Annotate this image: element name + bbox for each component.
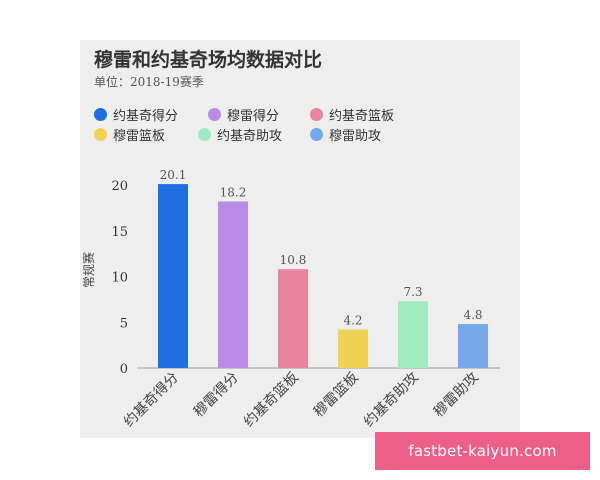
data-label: 18.2: [220, 185, 247, 199]
chart-subtitle: 单位：2018-19赛季: [94, 75, 204, 89]
bars: [158, 184, 488, 368]
legend-item-murray-assists: 穆雷助攻: [310, 125, 382, 144]
data-label: 10.8: [280, 253, 307, 267]
legend-swatch: [94, 107, 107, 121]
bar: [278, 269, 308, 368]
legend-label: 约基奇助攻: [217, 128, 283, 144]
legend-swatch: [208, 107, 221, 121]
data-label: 4.2: [343, 314, 362, 328]
data-label: 4.8: [463, 308, 482, 322]
bar: [398, 301, 428, 368]
y-ticks: 0 5 10 15 20: [111, 179, 128, 377]
x-tick-label: 约基奇篮板: [240, 369, 302, 431]
legend-label: 穆雷篮板: [113, 128, 166, 144]
y-tick-label: 20: [111, 179, 128, 194]
x-tick-label: 约基奇得分: [120, 369, 182, 431]
legend-swatch: [94, 127, 107, 141]
bar: [218, 201, 248, 368]
y-tick-label: 15: [111, 225, 128, 240]
legend-item-jokic-points: 约基奇得分: [94, 105, 179, 124]
x-tick-labels: 约基奇得分 穆雷得分 约基奇篮板 穆雷篮板 约基奇助攻 穆雷助攻: [120, 369, 482, 431]
value-labels: 20.1 18.2 10.8 4.2 7.3 4.8: [160, 168, 483, 327]
legend-swatch: [310, 127, 323, 141]
bar: [158, 184, 188, 368]
legend-label: 约基奇篮板: [329, 108, 395, 124]
legend-swatch: [198, 127, 211, 141]
data-label: 7.3: [403, 285, 422, 299]
legend-label: 穆雷得分: [227, 108, 280, 124]
legend-label: 约基奇得分: [113, 108, 179, 124]
x-tick-label: 穆雷助攻: [431, 370, 482, 421]
y-axis-label: 常规赛: [81, 252, 96, 288]
legend-item-jokic-assists: 约基奇助攻: [198, 125, 283, 144]
legend-item-murray-points: 穆雷得分: [208, 105, 280, 124]
y-tick-label: 0: [120, 362, 128, 377]
x-tick-label: 穆雷篮板: [311, 370, 362, 421]
legend-label: 穆雷助攻: [329, 128, 382, 144]
x-tick-label: 约基奇助攻: [360, 369, 422, 431]
bar: [338, 329, 368, 368]
chart-card: 穆雷和约基奇场均数据对比 单位：2018-19赛季 约基奇得分 穆雷得分 约基奇…: [80, 40, 520, 438]
chart-title: 穆雷和约基奇场均数据对比: [94, 49, 323, 71]
legend-item-jokic-rebounds: 约基奇篮板: [310, 105, 395, 124]
bar-chart: 常规赛 0 5 10 15 20 20.1 18.2 10.8 4.2 7.3 4.8 约基奇得分…: [81, 168, 500, 431]
data-label: 20.1: [160, 168, 187, 182]
y-tick-label: 10: [111, 271, 128, 286]
legend-swatch: [310, 107, 323, 121]
watermark-banner: fastbet-kaiyun.com: [375, 432, 590, 470]
legend-item-murray-rebounds: 穆雷篮板: [94, 125, 166, 144]
bar: [458, 324, 488, 368]
y-tick-label: 5: [120, 316, 128, 331]
x-tick-label: 穆雷得分: [190, 369, 242, 421]
